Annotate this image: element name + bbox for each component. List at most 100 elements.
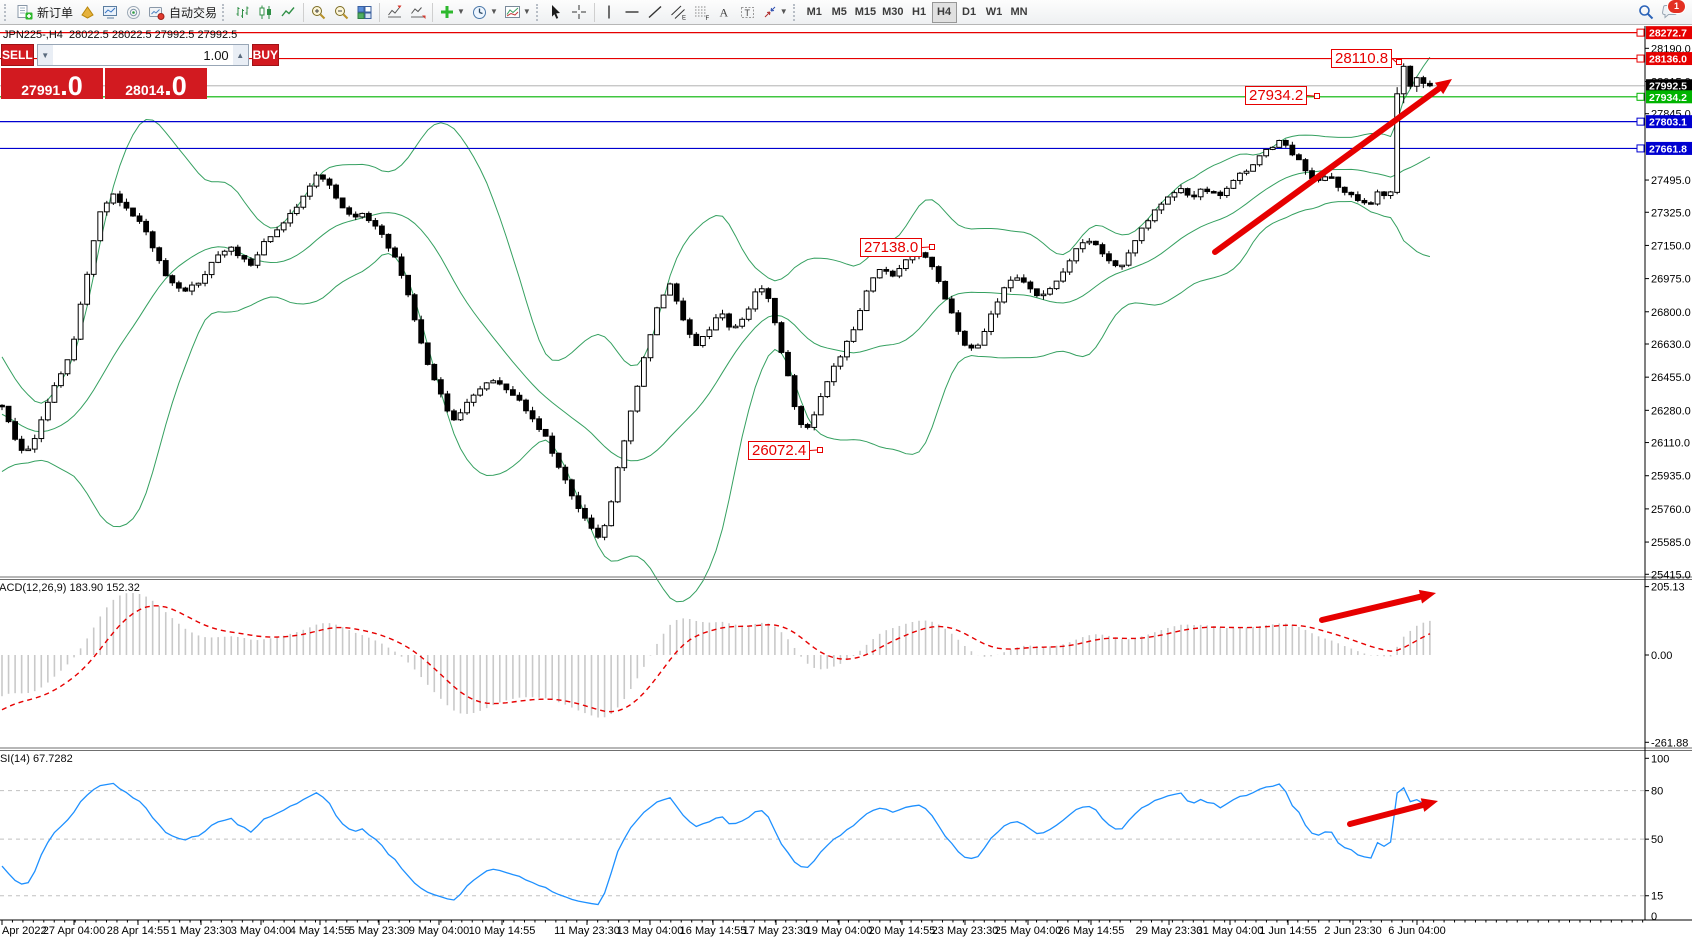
svg-text:26630.0: 26630.0 (1651, 339, 1691, 351)
timeframe-h1-button[interactable]: H1 (907, 2, 932, 23)
vertical-line-tool-button[interactable] (598, 2, 621, 23)
timeframe-m30-button[interactable]: M30 (879, 2, 906, 23)
period-selector-button[interactable]: ▼ (468, 2, 501, 23)
sell-price-big: .0 (60, 71, 83, 101)
autotrading-button[interactable]: 自动交易 (145, 2, 220, 23)
clock-icon (472, 5, 486, 19)
toolbar-separator (379, 2, 381, 22)
volume-increase-button[interactable]: ▲ (232, 45, 248, 65)
svg-text:80: 80 (1651, 786, 1663, 798)
line-chart-icon (281, 6, 295, 16)
svg-text:Apr 2022: Apr 2022 (2, 925, 47, 937)
channel-tool-button[interactable]: E (667, 2, 690, 23)
svg-text:23 May 23:30: 23 May 23:30 (932, 925, 999, 937)
timeframe-h4-button[interactable]: H4 (931, 1, 957, 23)
rsi-label: RSI(14) 67.7282 (0, 753, 73, 765)
dropdown-caret-icon: ▼ (489, 7, 498, 16)
timeframe-w1-button[interactable]: W1 (982, 2, 1007, 23)
arrow-objects-icon (764, 6, 776, 18)
chart-shift-icon (388, 5, 402, 17)
svg-text:28272.7: 28272.7 (1649, 28, 1687, 40)
toolbar-grip (222, 3, 227, 21)
metaeditor-button[interactable] (76, 2, 99, 23)
crosshair-tool-button[interactable] (568, 2, 591, 23)
svg-text:F: F (705, 16, 709, 21)
price-annotation[interactable]: 26072.4 (748, 441, 811, 460)
add-indicator-button[interactable]: ▼ (436, 2, 468, 23)
templates-button[interactable]: ▼ (501, 2, 534, 23)
volume-input[interactable] (52, 45, 233, 65)
sell-price-main: 27991 (21, 82, 61, 98)
bar-chart-icon (236, 6, 249, 18)
metaeditor-icon (81, 5, 94, 19)
svg-text:25585.0: 25585.0 (1651, 537, 1691, 549)
price-annotation[interactable]: 27934.2 (1245, 86, 1308, 105)
svg-text:29 May 23:30: 29 May 23:30 (1136, 925, 1203, 937)
fibonacci-tool-button[interactable]: F (690, 2, 713, 23)
price-annotation[interactable]: 28110.8 (1331, 49, 1393, 68)
text-tool-button[interactable]: A (713, 2, 736, 23)
timeframe-mn-button[interactable]: MN (1007, 2, 1032, 23)
timeframe-m15-button[interactable]: M15 (852, 2, 879, 23)
sell-price[interactable]: 27991.0 (1, 68, 103, 101)
candle-chart-mode-button[interactable] (254, 2, 277, 23)
trendline-tool-button[interactable] (644, 2, 667, 23)
zoom-out-button[interactable] (330, 2, 353, 23)
toolbar-separator (432, 2, 434, 22)
trendline-icon (648, 5, 662, 19)
equidistant-channel-icon: E (670, 5, 686, 21)
horizontal-line-tool-button[interactable] (621, 2, 644, 23)
svg-text:28 Apr 14:55: 28 Apr 14:55 (107, 925, 169, 937)
chat-button[interactable]: 1 (1658, 0, 1686, 23)
macd-label: MACD(12,26,9) 183.90 152.32 (0, 582, 140, 594)
buy-button[interactable]: BUY (251, 44, 280, 66)
horizontal-line-icon (625, 11, 639, 13)
svg-text:26975.0: 26975.0 (1651, 274, 1691, 286)
cursor-tool-button[interactable] (545, 2, 568, 23)
fibonacci-icon: F (694, 6, 709, 21)
signals-icon (127, 5, 141, 19)
tile-windows-button[interactable] (353, 2, 376, 23)
svg-text:100: 100 (1651, 753, 1669, 765)
svg-text:0.00: 0.00 (1651, 650, 1672, 662)
svg-text:26800.0: 26800.0 (1651, 307, 1691, 319)
line-chart-mode-button[interactable] (277, 2, 300, 23)
price-annotation[interactable]: 27138.0 (860, 238, 923, 257)
volume-stepper: ▼ ▲ (36, 44, 249, 66)
svg-text:27934.2: 27934.2 (1649, 92, 1687, 104)
dropdown-caret-icon: ▼ (522, 7, 531, 16)
svg-text:205.13: 205.13 (1651, 582, 1685, 594)
search-button[interactable] (1634, 2, 1658, 23)
autotrading-icon (149, 6, 165, 20)
text-label-tool-button[interactable]: T (736, 2, 759, 23)
svg-text:25415.0: 25415.0 (1651, 569, 1691, 581)
bar-chart-mode-button[interactable] (231, 2, 254, 23)
svg-text:T: T (744, 8, 750, 18)
svg-text:1 May 23:30: 1 May 23:30 (171, 925, 232, 937)
svg-text:11 May 23:30: 11 May 23:30 (554, 925, 620, 937)
auto-scroll-button[interactable] (406, 2, 429, 23)
svg-text:A: A (720, 6, 729, 20)
timeframe-d1-button[interactable]: D1 (957, 2, 982, 23)
zoom-out-icon (335, 5, 349, 19)
svg-text:16 May 14:55: 16 May 14:55 (680, 925, 747, 937)
svg-text:5 May 23:30: 5 May 23:30 (349, 925, 410, 937)
template-icon (504, 5, 520, 18)
new-order-button[interactable]: 新订单 (13, 2, 76, 23)
zoom-in-button[interactable] (307, 2, 330, 23)
toolbar-grip (4, 3, 9, 21)
new-order-icon (17, 4, 33, 19)
chart-shift-button[interactable] (383, 2, 406, 23)
buy-price[interactable]: 28014.0 (105, 68, 207, 100)
signals-button[interactable] (122, 2, 145, 23)
volume-decrease-button[interactable]: ▼ (37, 45, 53, 65)
sell-button[interactable]: SELL (1, 44, 34, 66)
new-chart-button[interactable] (99, 2, 122, 23)
text-icon: A (720, 6, 729, 20)
arrows-tool-button[interactable]: ▼ (759, 2, 791, 23)
timeframe-m5-button[interactable]: M5 (827, 2, 852, 23)
search-icon (1639, 5, 1654, 20)
timeframe-m1-button[interactable]: M1 (802, 2, 827, 23)
